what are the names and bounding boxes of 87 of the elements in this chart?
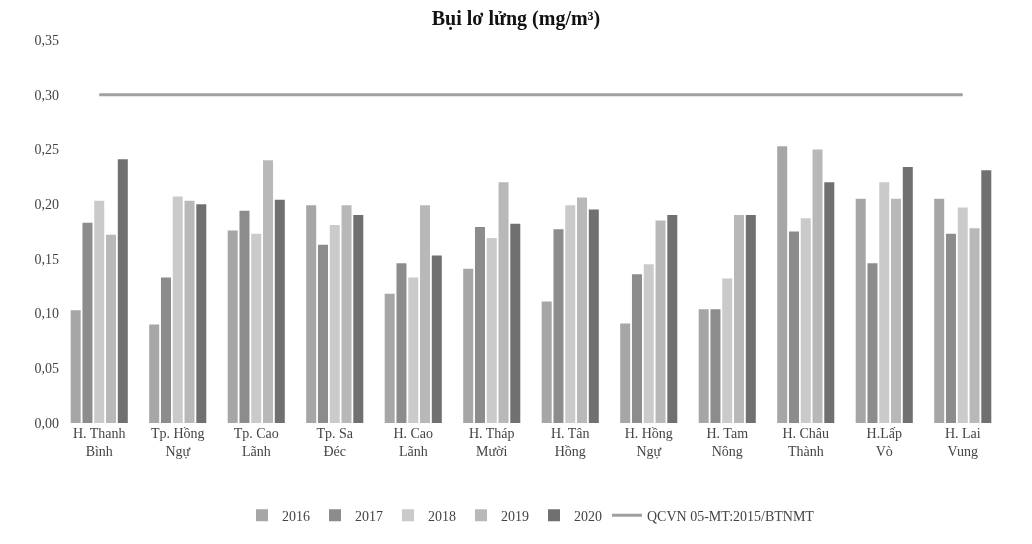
bar xyxy=(341,205,352,423)
bar xyxy=(172,196,183,423)
bar xyxy=(94,200,105,423)
bar xyxy=(408,277,419,423)
bar xyxy=(149,324,160,423)
bar xyxy=(745,215,756,423)
bar xyxy=(934,198,945,423)
x-tick-label: Tp. Sa Đéc xyxy=(316,426,354,460)
bar xyxy=(879,182,890,423)
x-tick-label: Tp. Hồng Ngự xyxy=(150,426,205,460)
legend-label: 2020 xyxy=(574,508,602,524)
bar xyxy=(239,210,250,423)
bar xyxy=(655,220,666,423)
bar xyxy=(969,228,980,423)
x-tick-label: H. Hồng Ngự xyxy=(624,426,673,460)
bar xyxy=(106,234,117,423)
y-tick-label: 0,15 xyxy=(34,251,59,267)
y-tick-label: 0,05 xyxy=(34,361,59,377)
bar xyxy=(800,218,811,423)
bar xyxy=(867,263,878,423)
bar xyxy=(902,166,913,423)
bar xyxy=(474,227,485,423)
x-tick-label: H. Tháp Mười xyxy=(468,426,515,460)
bar xyxy=(329,224,340,423)
bar xyxy=(734,215,745,423)
bar xyxy=(184,200,195,423)
bar xyxy=(777,146,788,423)
bar xyxy=(353,215,364,423)
y-tick-label: 0,10 xyxy=(34,306,59,322)
bar xyxy=(317,244,328,423)
x-tick-label: H. Tân Hồng xyxy=(550,426,590,460)
bar xyxy=(486,238,497,423)
bar xyxy=(160,277,171,423)
x-tick-label: H. Thanh Bình xyxy=(72,426,126,460)
legend-label: QCVN 05-MT:2015/BTNMT xyxy=(647,508,815,524)
bar xyxy=(274,199,285,423)
bar xyxy=(384,293,395,423)
bar xyxy=(631,274,642,423)
y-tick-label: 0,25 xyxy=(34,142,59,158)
bar xyxy=(855,198,866,423)
x-tick-label: H. Tam Nông xyxy=(706,426,749,460)
legend-label: 2016 xyxy=(282,508,310,524)
bar xyxy=(667,215,678,423)
bar xyxy=(891,198,902,423)
x-tick-label: Tp. Cao Lãnh xyxy=(233,426,279,460)
bar xyxy=(565,205,576,423)
bar xyxy=(251,233,262,423)
y-tick-label: 0,30 xyxy=(34,87,59,103)
bar xyxy=(553,229,564,423)
bar xyxy=(824,182,835,423)
bar xyxy=(306,205,317,423)
bar xyxy=(70,310,81,423)
legend-label: 2019 xyxy=(501,508,529,524)
bar xyxy=(227,230,238,423)
bar xyxy=(431,255,442,423)
bar xyxy=(541,301,552,423)
bar xyxy=(117,159,128,423)
bar xyxy=(788,231,799,423)
chart-title: Bụi lơ lửng (mg/m³) xyxy=(431,6,601,30)
bar xyxy=(82,222,93,423)
legend-label: 2018 xyxy=(428,508,456,524)
y-tick-label: 0,00 xyxy=(34,415,59,431)
bar xyxy=(812,149,823,423)
bar xyxy=(588,209,599,423)
bar xyxy=(196,204,207,423)
bar xyxy=(263,160,274,423)
bar xyxy=(722,278,733,423)
bar xyxy=(710,309,721,423)
bar xyxy=(620,323,631,423)
y-tick-label: 0,35 xyxy=(34,32,59,48)
bar xyxy=(420,205,431,423)
bar xyxy=(643,264,654,423)
x-tick-label: H. Cao Lãnh xyxy=(393,426,434,460)
bar xyxy=(577,197,588,423)
legend-label: 2017 xyxy=(355,508,383,524)
x-tick-label: H. Lai Vung xyxy=(944,426,981,460)
x-tick-label: H.Lấp Vò xyxy=(866,426,902,460)
bar xyxy=(957,207,968,423)
bar xyxy=(498,182,509,423)
bar xyxy=(463,268,474,423)
bar xyxy=(945,233,956,423)
bar xyxy=(981,170,992,423)
y-tick-label: 0,20 xyxy=(34,197,59,213)
bar xyxy=(698,309,709,423)
bar xyxy=(396,263,407,423)
bar xyxy=(510,223,521,423)
x-tick-label: H. Châu Thành xyxy=(782,426,830,460)
